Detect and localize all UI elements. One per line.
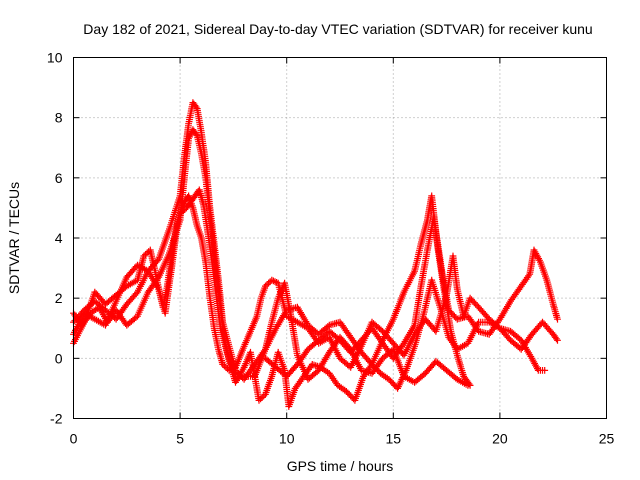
plot-frame [73, 57, 607, 419]
data-point [142, 251, 149, 258]
x-tick-label: 15 [386, 431, 402, 447]
data-point [470, 299, 478, 307]
data-point [465, 380, 473, 388]
y-axis: -2 0 2 4 6 8 10 [47, 50, 607, 427]
data-point [472, 300, 480, 308]
data-point [344, 389, 352, 397]
y-tick-label: 4 [55, 230, 63, 246]
x-tick-label: 20 [492, 431, 508, 447]
x-tick-label: 25 [599, 431, 615, 447]
data-point [554, 336, 561, 344]
data-point [451, 312, 458, 320]
data-point [385, 376, 393, 383]
data-point [225, 367, 233, 374]
data-point [132, 290, 140, 298]
x-axis: 0 5 10 15 20 25 [70, 57, 615, 447]
series-track-5 [262, 213, 474, 389]
x-tick-label: 0 [70, 431, 78, 447]
data-point [262, 282, 269, 290]
x-tick-label: 5 [176, 431, 184, 447]
data-point [143, 249, 151, 257]
data-point [140, 252, 148, 260]
y-tick-label: -2 [50, 411, 63, 427]
data-point [227, 366, 235, 373]
data-point [220, 362, 228, 370]
data-point [554, 315, 561, 323]
data-point [372, 365, 380, 373]
data-point [265, 279, 272, 287]
x-axis-label: GPS time / hours [287, 458, 394, 474]
y-tick-label: 8 [55, 110, 63, 126]
data-point [263, 281, 271, 288]
data-point [255, 397, 263, 404]
data-point [553, 335, 560, 343]
data-point [371, 364, 379, 371]
data-point [268, 276, 276, 284]
data-point [541, 367, 549, 374]
y-tick-label: 6 [55, 170, 63, 186]
data-point [192, 103, 200, 111]
data-point [228, 365, 236, 373]
data-points [70, 99, 561, 410]
y-tick-label: 2 [55, 290, 63, 306]
x-tick-label: 10 [279, 431, 295, 447]
y-tick-label: 10 [47, 50, 63, 66]
data-point [345, 391, 353, 398]
data-point [258, 394, 266, 401]
data-point [219, 361, 227, 368]
data-point [260, 392, 268, 400]
data-point [270, 277, 277, 285]
data-point [271, 278, 279, 285]
y-tick-label: 0 [55, 350, 63, 366]
data-point [466, 382, 474, 389]
data-point [257, 395, 264, 403]
data-point [192, 130, 200, 138]
chart-title: Day 182 of 2021, Sidereal Day-to-day VTE… [83, 21, 592, 37]
grid-lines [73, 57, 607, 419]
data-point [222, 364, 230, 371]
y-axis-label: SDTVAR / TECUs [6, 182, 22, 294]
